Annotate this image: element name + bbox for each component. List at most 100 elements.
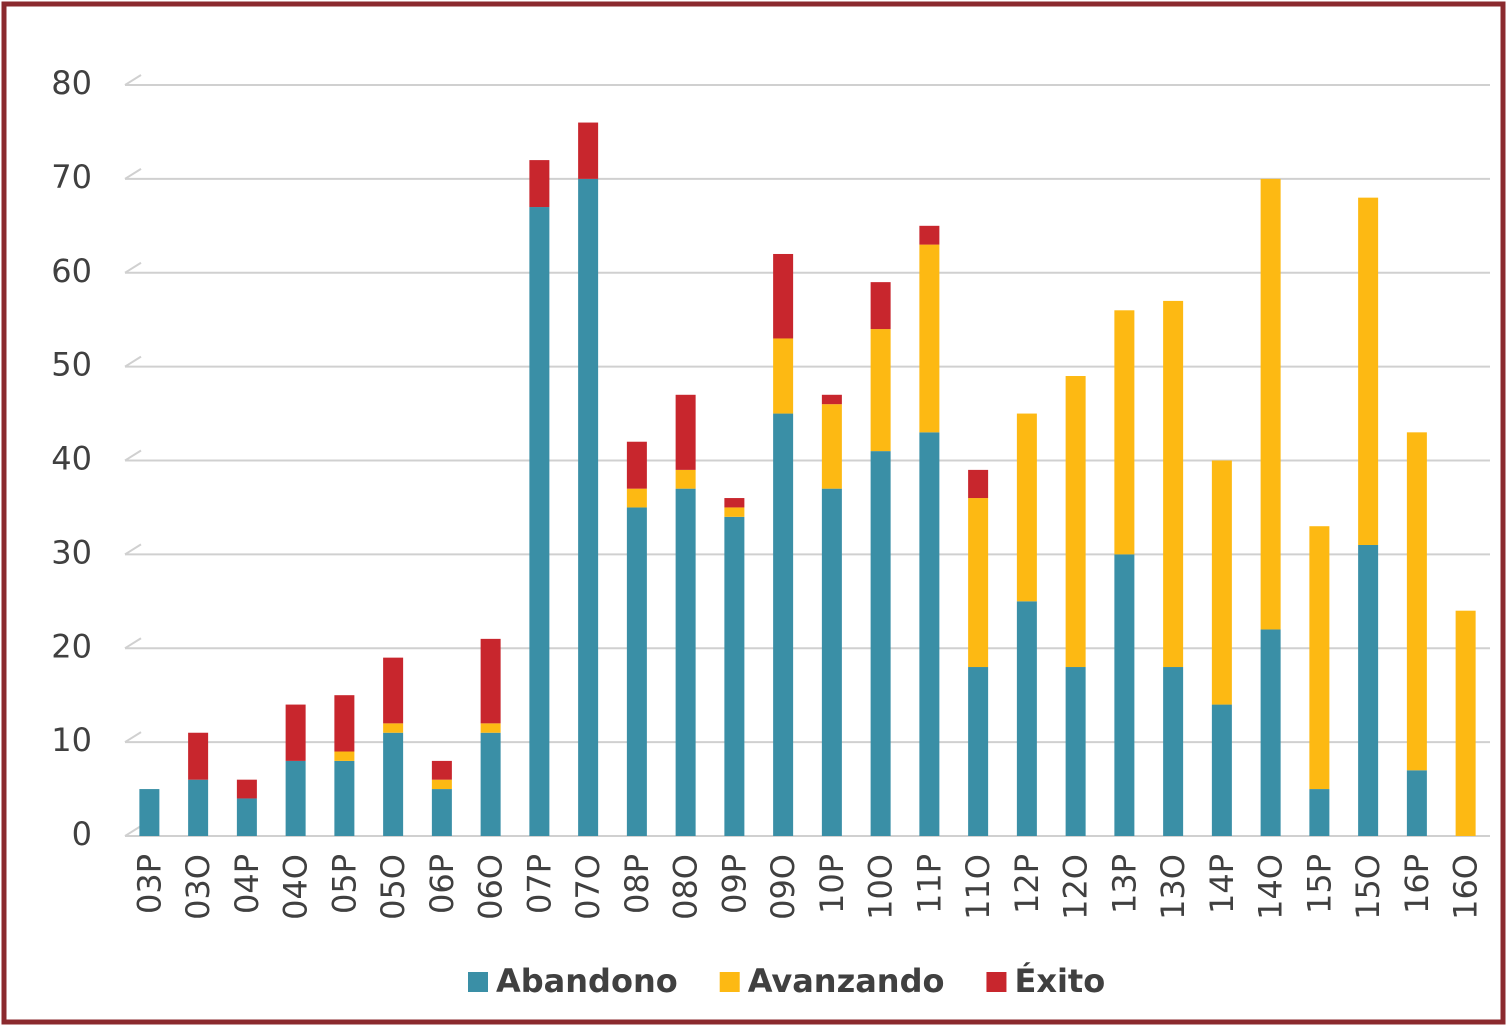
- legend-label: Avanzando: [748, 962, 945, 1000]
- bar-segment: [675, 394, 696, 470]
- x-tick-label: 08P: [618, 854, 656, 914]
- bar-segment: [1358, 197, 1379, 545]
- x-tick-label: 03P: [130, 854, 168, 914]
- x-tick-label: 05P: [325, 854, 363, 914]
- bar-segment: [1065, 667, 1086, 836]
- x-tick-label: 11O: [959, 854, 997, 920]
- bar-segment: [870, 451, 891, 836]
- bar-segment: [1260, 178, 1281, 630]
- x-tick-label: 14P: [1203, 854, 1241, 914]
- grid-line-depth: [124, 74, 142, 86]
- y-tick-label: 60: [51, 252, 92, 290]
- bar-segment: [968, 498, 989, 668]
- legend-label: Abandono: [496, 962, 678, 1000]
- bar-segment: [578, 122, 599, 179]
- grid-line-depth: [124, 637, 142, 650]
- bar-segment: [139, 789, 160, 836]
- bar-segment: [675, 488, 696, 836]
- bar-segment: [431, 789, 452, 836]
- bar-segment: [1309, 789, 1330, 836]
- y-tick-label: 0: [72, 815, 92, 853]
- y-tick-label: 40: [51, 440, 92, 478]
- grid-line-depth: [124, 543, 142, 556]
- x-tick-label: 13O: [1154, 854, 1192, 920]
- x-tick-label: 07O: [569, 854, 607, 920]
- legend-label: Éxito: [1014, 962, 1105, 1000]
- x-tick-label: 10P: [813, 854, 851, 914]
- x-tick-label: 14O: [1252, 854, 1290, 920]
- bar-segment: [919, 225, 940, 245]
- bar-segment: [773, 413, 794, 836]
- x-tick-label: 04O: [277, 854, 315, 920]
- bar-segment: [480, 638, 501, 724]
- bar-segment: [285, 704, 306, 761]
- bar-segment: [188, 732, 209, 780]
- x-tick-label: 10O: [862, 854, 900, 920]
- x-tick-label: 07P: [520, 854, 558, 914]
- bar-segment: [1211, 704, 1232, 836]
- bar-segment: [773, 253, 794, 339]
- x-tick-label: 08O: [667, 854, 705, 920]
- grid-line-depth: [124, 731, 142, 743]
- bar-segment: [480, 723, 501, 733]
- bar-segment: [968, 469, 989, 499]
- bar-segment: [919, 244, 940, 433]
- bar-segment: [1406, 770, 1427, 836]
- bar-segment: [431, 760, 452, 780]
- bar-segment: [870, 329, 891, 452]
- bar-segment: [1358, 544, 1379, 836]
- bar-segment: [236, 798, 257, 836]
- x-tick-label: 04P: [228, 854, 266, 914]
- bar-segment: [919, 432, 940, 836]
- bar-segment: [383, 723, 404, 733]
- x-tick-label: 13P: [1105, 854, 1143, 914]
- bar-segment: [383, 732, 404, 836]
- bar-segment: [285, 760, 306, 836]
- y-tick-label: 10: [51, 721, 92, 759]
- bar-segment: [1016, 413, 1037, 602]
- bar-segment: [773, 338, 794, 414]
- bar-segment: [724, 507, 745, 517]
- x-tick-label: 16O: [1447, 854, 1485, 920]
- bar-segment: [334, 751, 355, 761]
- x-tick-label: 06P: [423, 854, 461, 914]
- grid-line-depth: [124, 825, 142, 837]
- x-tick-label: 06O: [472, 854, 510, 920]
- bar-segment: [334, 760, 355, 836]
- bar-segment: [675, 469, 696, 489]
- x-tick-label: 15O: [1349, 854, 1387, 920]
- legend-swatch: [986, 972, 1007, 992]
- y-tick-label: 70: [51, 158, 92, 196]
- grid-line-depth: [124, 355, 142, 368]
- bar-segment: [431, 779, 452, 790]
- bar-segment: [578, 178, 599, 836]
- y-tick-label: 30: [51, 533, 92, 571]
- bar-segment: [626, 488, 647, 508]
- bar-segment: [1163, 300, 1184, 668]
- x-tick-label: 03O: [179, 854, 217, 920]
- grid-line-depth: [124, 449, 142, 462]
- bar-segment: [1260, 629, 1281, 836]
- bar-segment: [1114, 310, 1135, 555]
- bar-segment: [480, 732, 501, 836]
- bar-segment: [1016, 601, 1037, 836]
- legend-swatch: [468, 972, 488, 992]
- bar-segment: [383, 657, 404, 724]
- bar-segment: [1163, 667, 1184, 836]
- bar-segment: [1114, 554, 1135, 836]
- bar-segment: [821, 404, 842, 489]
- bar-segment: [188, 779, 209, 836]
- bar-segment: [724, 498, 745, 508]
- x-tick-label: 12O: [1057, 854, 1095, 920]
- bar-segment: [1211, 460, 1232, 705]
- legend-swatch: [719, 972, 740, 992]
- bar-segment: [626, 441, 647, 489]
- bar-segment: [1455, 610, 1476, 836]
- x-tick-label: 16P: [1398, 854, 1436, 914]
- bar-segment: [626, 507, 647, 836]
- bar-segment: [968, 667, 989, 836]
- y-tick-label: 20: [51, 627, 92, 665]
- bar-segment: [870, 282, 891, 330]
- x-tick-label: 09O: [764, 854, 802, 920]
